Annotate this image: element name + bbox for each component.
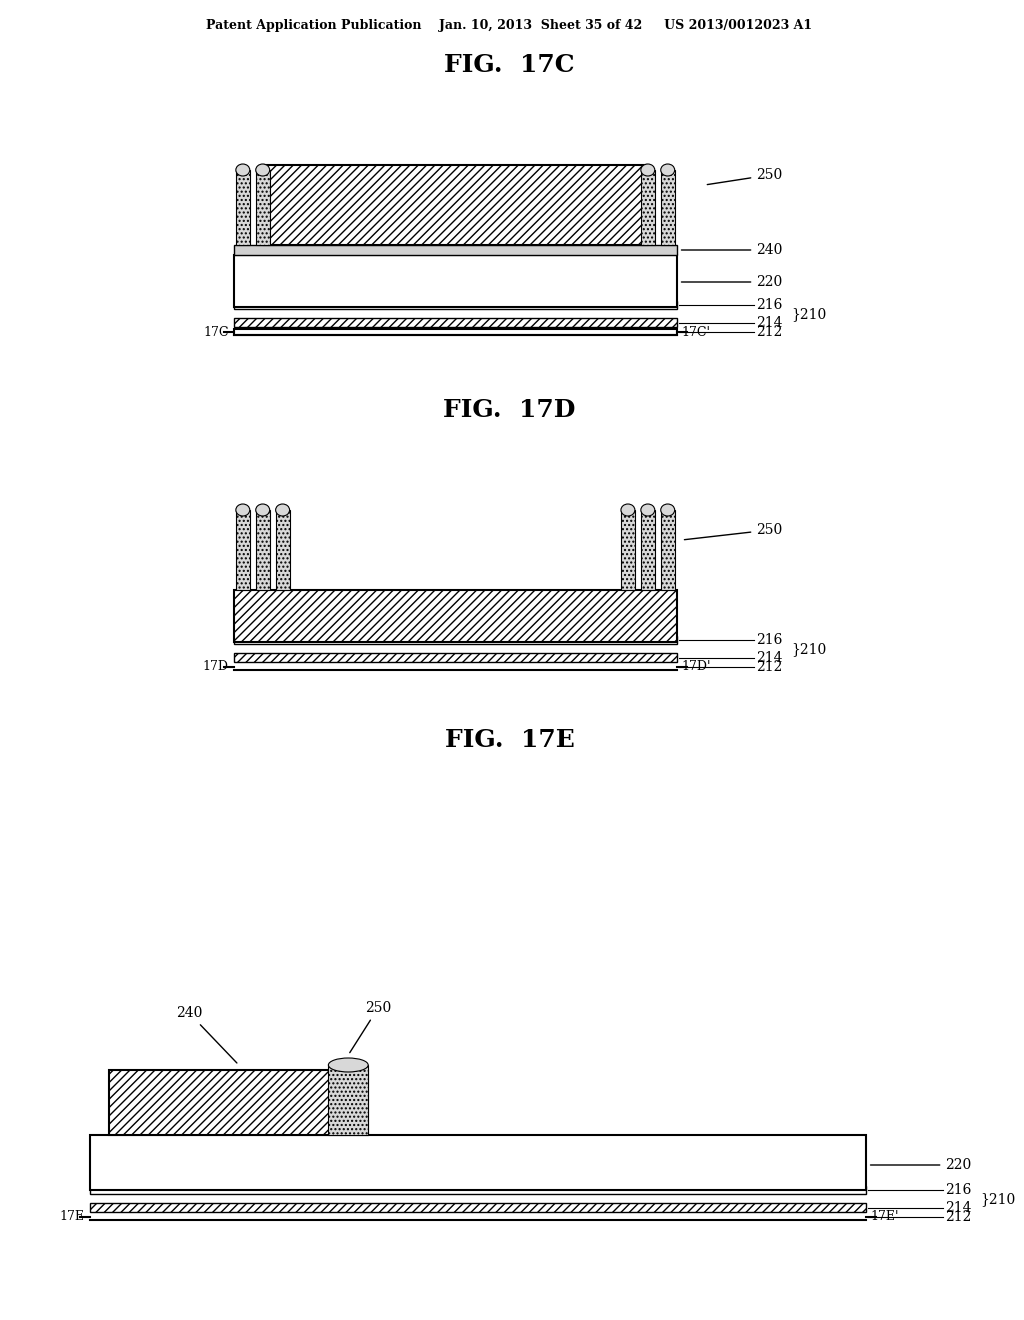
Ellipse shape [256, 164, 269, 176]
Text: 17E: 17E [59, 1210, 85, 1224]
Text: 212: 212 [757, 660, 782, 675]
FancyBboxPatch shape [233, 636, 677, 644]
FancyBboxPatch shape [256, 170, 269, 246]
Text: 250: 250 [350, 1001, 391, 1052]
Ellipse shape [641, 504, 654, 516]
Text: 17E': 17E' [870, 1210, 899, 1224]
FancyBboxPatch shape [641, 170, 654, 246]
Text: 212: 212 [945, 1210, 972, 1224]
Text: 220: 220 [681, 275, 782, 289]
Text: 220: 220 [870, 1158, 972, 1172]
FancyBboxPatch shape [660, 170, 675, 246]
FancyBboxPatch shape [641, 510, 654, 590]
Text: 17C': 17C' [682, 326, 711, 338]
Text: FIG.  17C: FIG. 17C [444, 53, 574, 77]
Text: 250: 250 [708, 168, 782, 185]
Ellipse shape [329, 1059, 369, 1072]
Text: 240: 240 [681, 243, 782, 257]
FancyBboxPatch shape [329, 1065, 369, 1135]
Text: 214: 214 [757, 315, 782, 330]
Text: FIG.  17E: FIG. 17E [444, 729, 574, 752]
Text: }210: }210 [792, 642, 826, 656]
Ellipse shape [236, 164, 250, 176]
FancyBboxPatch shape [264, 165, 647, 246]
Ellipse shape [660, 504, 675, 516]
FancyBboxPatch shape [233, 329, 677, 335]
Ellipse shape [660, 164, 675, 176]
Ellipse shape [236, 504, 250, 516]
Ellipse shape [275, 504, 290, 516]
Text: 250: 250 [684, 523, 782, 540]
FancyBboxPatch shape [236, 510, 250, 590]
FancyBboxPatch shape [110, 1071, 369, 1135]
Text: 17D': 17D' [682, 660, 711, 673]
Text: 17D: 17D [203, 660, 229, 673]
Text: 214: 214 [757, 651, 782, 665]
FancyBboxPatch shape [233, 318, 677, 327]
Ellipse shape [641, 164, 654, 176]
Text: 17C: 17C [204, 326, 229, 338]
Text: 216: 216 [757, 634, 782, 647]
Ellipse shape [621, 504, 635, 516]
FancyBboxPatch shape [233, 590, 677, 642]
Text: 214: 214 [945, 1201, 972, 1214]
Text: Patent Application Publication    Jan. 10, 2013  Sheet 35 of 42     US 2013/0012: Patent Application Publication Jan. 10, … [207, 18, 813, 32]
FancyBboxPatch shape [233, 246, 677, 255]
Text: 212: 212 [757, 325, 782, 339]
FancyBboxPatch shape [660, 510, 675, 590]
FancyBboxPatch shape [89, 1203, 865, 1212]
Text: }210: }210 [792, 308, 826, 321]
FancyBboxPatch shape [89, 1185, 865, 1195]
Text: 216: 216 [945, 1183, 972, 1197]
Text: FIG.  17D: FIG. 17D [443, 399, 575, 422]
Ellipse shape [256, 504, 269, 516]
FancyBboxPatch shape [233, 255, 677, 308]
FancyBboxPatch shape [233, 301, 677, 309]
FancyBboxPatch shape [256, 510, 269, 590]
FancyBboxPatch shape [275, 510, 290, 590]
FancyBboxPatch shape [236, 170, 250, 246]
FancyBboxPatch shape [621, 510, 635, 590]
Text: }210: }210 [980, 1192, 1016, 1206]
FancyBboxPatch shape [89, 1135, 865, 1191]
Text: 240: 240 [176, 1006, 237, 1063]
FancyBboxPatch shape [233, 653, 677, 663]
Text: 216: 216 [757, 298, 782, 312]
